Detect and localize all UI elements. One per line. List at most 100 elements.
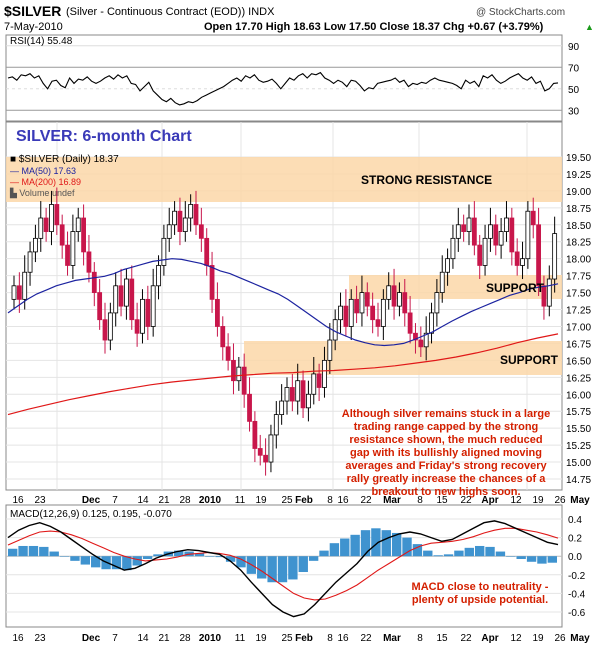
macd-histogram-bar	[454, 550, 464, 557]
candle-body	[445, 258, 450, 273]
candle-body	[188, 204, 194, 219]
x-tick-label-bottom: 23	[34, 633, 46, 644]
candle-body	[402, 292, 408, 314]
annotation-line-3: resistance shown, the much reduced	[349, 434, 542, 446]
candle-body	[498, 231, 504, 246]
up-arrow-icon: ▲	[585, 22, 594, 32]
main-annotation: Although silver remains stuck in a large…	[342, 408, 550, 498]
macd-histogram-bar	[506, 556, 516, 557]
x-tick-label: 14	[137, 495, 149, 506]
candle-body	[306, 393, 311, 409]
macd-histogram-bar	[350, 534, 360, 557]
macd-signal-line	[7, 527, 559, 601]
x-tick-label: May	[570, 495, 590, 506]
macd-histogram-bar	[267, 556, 277, 583]
candle-body	[225, 346, 231, 361]
candle-body	[59, 224, 65, 246]
macd-histogram-bar	[340, 538, 350, 557]
macd-histogram-bar	[49, 551, 59, 557]
x-tick-label-bottom: Mar	[383, 633, 401, 644]
price-tick-label: 19.00	[566, 187, 591, 198]
candle-body	[241, 366, 247, 395]
candle-body	[75, 217, 81, 232]
support-zone-upper	[349, 275, 562, 299]
x-tick-label: Mar	[383, 495, 401, 506]
price-tick-label: 15.75	[566, 407, 591, 418]
x-tick-label-bottom: 19	[532, 633, 544, 644]
candle-body	[113, 285, 119, 314]
x-tick-label-bottom: 14	[137, 633, 149, 644]
candle-body	[65, 244, 70, 266]
macd-tick-label: -0.4	[568, 589, 586, 600]
candle-body	[107, 312, 113, 341]
price-tick-label: 18.00	[566, 255, 591, 266]
candle-body	[284, 387, 290, 402]
macd-histogram-bar	[205, 556, 215, 557]
macd-histogram-bar	[122, 556, 132, 571]
price-tick-label: 18.75	[566, 204, 591, 215]
annotation-line-7: breakout to new highs soon.	[371, 486, 520, 498]
macd-grid: -0.6 -0.4 -0.2 0.0 0.2 0.4	[6, 515, 586, 619]
candle-body	[439, 271, 445, 293]
candle-body	[514, 251, 520, 266]
macd-histogram-bar	[288, 556, 298, 580]
x-tick-label-bottom: 16	[337, 633, 349, 644]
x-tick-label: 15	[436, 495, 448, 506]
candle-body	[81, 217, 86, 253]
support-lower-label: SUPPORT	[500, 353, 559, 367]
candle-body	[257, 448, 263, 456]
candle-body	[27, 251, 33, 273]
annotation-line-6: rally greatly increase the chances of a	[347, 473, 547, 485]
macd-histogram-bar	[39, 546, 49, 557]
candle-body	[423, 332, 429, 348]
macd-histogram-bar	[381, 530, 391, 557]
macd-histogram-bar	[91, 556, 101, 568]
macd-histogram-bar	[526, 556, 537, 562]
candle-body	[338, 305, 343, 321]
macd-histogram-bar	[225, 556, 236, 562]
macd-histogram-bar	[70, 556, 80, 561]
macd-annotation-line-1: MACD close to neutrality -	[412, 581, 549, 593]
macd-histogram-bar	[360, 530, 371, 557]
x-tick-label: 25	[281, 495, 293, 506]
x-tick-label: 19	[532, 495, 544, 506]
x-tick-label-bottom: Dec	[82, 633, 101, 644]
candle-body	[252, 420, 258, 449]
rsi-label: RSI(14) 55.48	[10, 36, 73, 47]
candle-body	[477, 244, 483, 266]
candle-body	[380, 298, 386, 327]
macd-histogram-bar	[495, 551, 506, 557]
macd-histogram-bar	[308, 556, 319, 561]
rsi-tick-label: 30	[568, 106, 580, 117]
price-tick-label: 16.00	[566, 390, 591, 401]
candle-body	[124, 278, 129, 307]
candle-body	[220, 326, 226, 348]
candle-body	[156, 265, 161, 287]
x-tick-label-bottom: 8	[417, 633, 423, 644]
price-tick-label: 18.25	[566, 238, 591, 249]
candle-body	[140, 298, 145, 334]
candle-body	[204, 237, 210, 266]
candle-body	[118, 285, 124, 307]
candle-body	[504, 217, 509, 232]
candle-body	[150, 285, 156, 327]
candle-body	[247, 393, 252, 422]
candle-body	[177, 210, 183, 232]
macd-histogram-bar	[257, 556, 267, 579]
annotation-line-4: gap with its bullishly aligned moving	[350, 447, 542, 459]
x-tick-label: 11	[235, 495, 246, 506]
x-tick-label-bottom: 2010	[199, 633, 222, 644]
rsi-grid: 30 50 70 90	[6, 42, 580, 117]
x-tick-label-bottom: 22	[360, 633, 372, 644]
ma50-line	[7, 258, 559, 347]
candle-body	[525, 210, 531, 260]
x-tick-label-bottom: 26	[554, 633, 566, 644]
x-tick-label-bottom: Feb	[295, 633, 313, 644]
price-tick-label: 16.50	[566, 356, 591, 367]
macd-histogram-bar	[8, 548, 18, 557]
x-tick-label: 21	[158, 495, 170, 506]
legend-ma200: — MA(200) 16.89	[10, 177, 81, 187]
candle-body	[279, 400, 285, 416]
x-tick-label-bottom: 15	[436, 633, 448, 644]
candle-body	[482, 237, 488, 266]
